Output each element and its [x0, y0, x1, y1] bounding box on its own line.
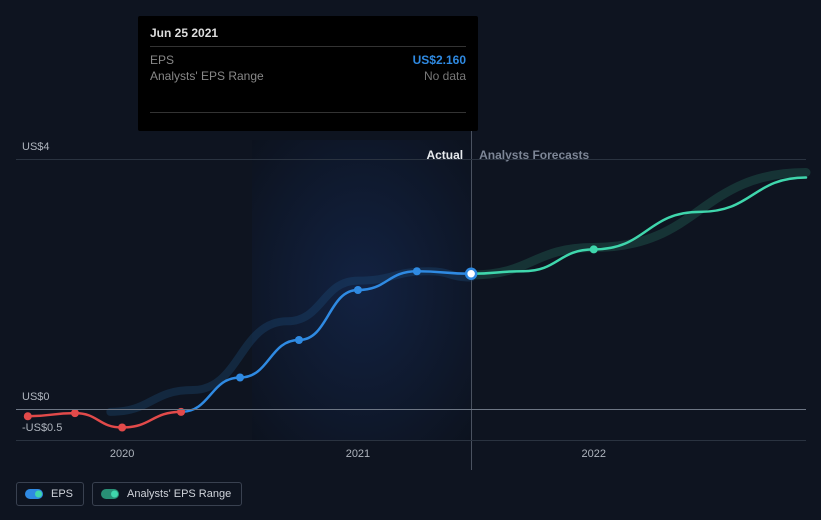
y-gridline — [16, 159, 806, 160]
legend: EPS Analysts' EPS Range — [16, 482, 242, 506]
tooltip-row: EPS US$2.160 — [150, 52, 466, 68]
y-gridline — [16, 440, 806, 441]
chart-tooltip: Jun 25 2021 EPSUS$2.160Analysts' EPS Ran… — [138, 16, 478, 131]
chart-svg — [16, 140, 806, 440]
eps-negative-marker — [71, 409, 79, 417]
eps-negative-marker — [118, 424, 126, 432]
legend-swatch-icon — [25, 489, 43, 499]
plot-area[interactable]: Actual Analysts Forecasts — [16, 140, 806, 440]
eps-actual-marker — [354, 286, 362, 294]
y-axis-label: US$4 — [22, 141, 50, 153]
y-axis-label: -US$0.5 — [22, 422, 62, 434]
x-axis-label: 2020 — [110, 448, 134, 460]
tooltip-row: Analysts' EPS Range No data — [150, 68, 466, 84]
y-axis-label: US$0 — [22, 391, 50, 403]
x-axis-label: 2022 — [582, 448, 606, 460]
eps-negative-marker — [24, 412, 32, 420]
current-point-marker — [466, 269, 476, 279]
legend-item[interactable]: Analysts' EPS Range — [92, 482, 242, 506]
legend-item[interactable]: EPS — [16, 482, 84, 506]
tooltip-row-key: Analysts' EPS Range — [150, 69, 264, 83]
legend-label: EPS — [51, 488, 73, 500]
tooltip-row-key: EPS — [150, 53, 174, 67]
x-axis-label: 2021 — [346, 448, 370, 460]
eps-actual-marker — [236, 374, 244, 382]
forecast-line — [471, 178, 806, 274]
forecast-marker — [590, 245, 598, 253]
forecast-shadow-line — [471, 173, 806, 276]
y-gridline — [16, 409, 806, 410]
legend-label: Analysts' EPS Range — [127, 488, 231, 500]
tooltip-row-value: US$2.160 — [413, 53, 466, 67]
tooltip-date: Jun 25 2021 — [150, 26, 466, 47]
eps-actual-marker — [413, 267, 421, 275]
legend-swatch-icon — [101, 489, 119, 499]
tooltip-divider — [150, 112, 466, 113]
tooltip-row-value: No data — [424, 69, 466, 83]
eps-actual-marker — [295, 336, 303, 344]
